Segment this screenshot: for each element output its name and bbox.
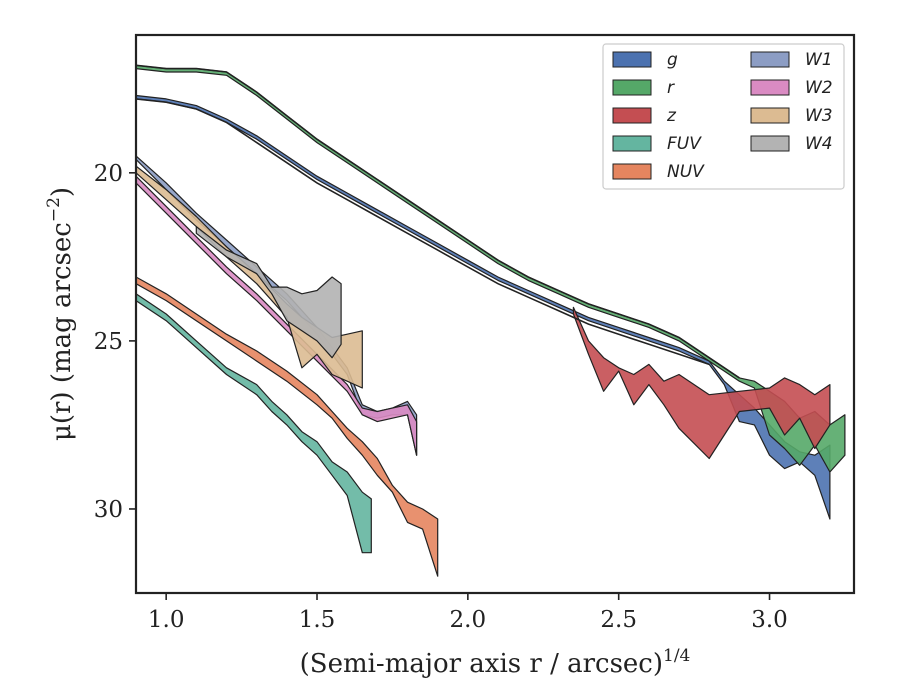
legend-swatch-nuv <box>612 163 652 180</box>
legend-label-z: z <box>666 106 677 126</box>
band-g <box>136 94 831 520</box>
legend-swatch-r <box>612 79 652 96</box>
legend: grz FUV NUV W1 W2 W3 W4 <box>602 43 845 190</box>
legend-swatch-fuv <box>612 135 652 152</box>
band-nuv <box>136 276 439 577</box>
isophote-outlines <box>136 64 740 379</box>
band-fuv <box>136 293 372 554</box>
y-axis-ticks: 20 25 30 <box>94 161 136 523</box>
x-axis-label: (Semi-major axis r / arcsec)1/4 <box>300 646 691 679</box>
x-axis-ticks: 1.0 1.5 2.0 2.5 3.0 <box>148 593 788 633</box>
legend-entries: grz FUV NUV W1 W2 W3 W4 <box>612 50 833 182</box>
legend-swatch-w1 <box>750 51 790 68</box>
x-tick-label: 1.0 <box>148 607 185 633</box>
curve-inner-isophote <box>136 98 710 366</box>
curve-outer-isophote <box>136 64 740 379</box>
x-tick-label: 2.0 <box>450 607 487 633</box>
series-bands <box>136 64 846 577</box>
legend-label-w2: W2 <box>805 78 833 98</box>
y-tick-label: 20 <box>94 161 123 187</box>
legend-label-nuv: NUV <box>667 162 705 182</box>
band-z <box>572 306 831 460</box>
legend-swatch-w4 <box>750 135 790 152</box>
y-tick-label: 30 <box>94 497 123 523</box>
y-axis-label: μ(r) (mag arcsec−2) <box>44 187 77 441</box>
legend-label-w3: W3 <box>805 106 833 126</box>
x-tick-label: 3.0 <box>751 607 788 633</box>
band-w2 <box>136 175 418 456</box>
legend-swatch-z <box>612 107 652 124</box>
legend-label-fuv: FUV <box>667 134 702 154</box>
legend-label-w1: W1 <box>805 50 833 70</box>
legend-swatch-g <box>612 51 652 68</box>
axes-frame <box>134 33 856 595</box>
y-tick-label: 25 <box>94 329 123 355</box>
legend-label-g: g <box>667 50 678 70</box>
x-tick-label: 1.5 <box>299 607 336 633</box>
x-tick-label: 2.5 <box>600 607 637 633</box>
legend-swatch-w3 <box>750 107 790 124</box>
band-w4 <box>195 226 342 359</box>
legend-label-w4: W4 <box>805 134 833 154</box>
legend-swatch-w2 <box>750 79 790 96</box>
legend-label-r: r <box>667 78 675 98</box>
